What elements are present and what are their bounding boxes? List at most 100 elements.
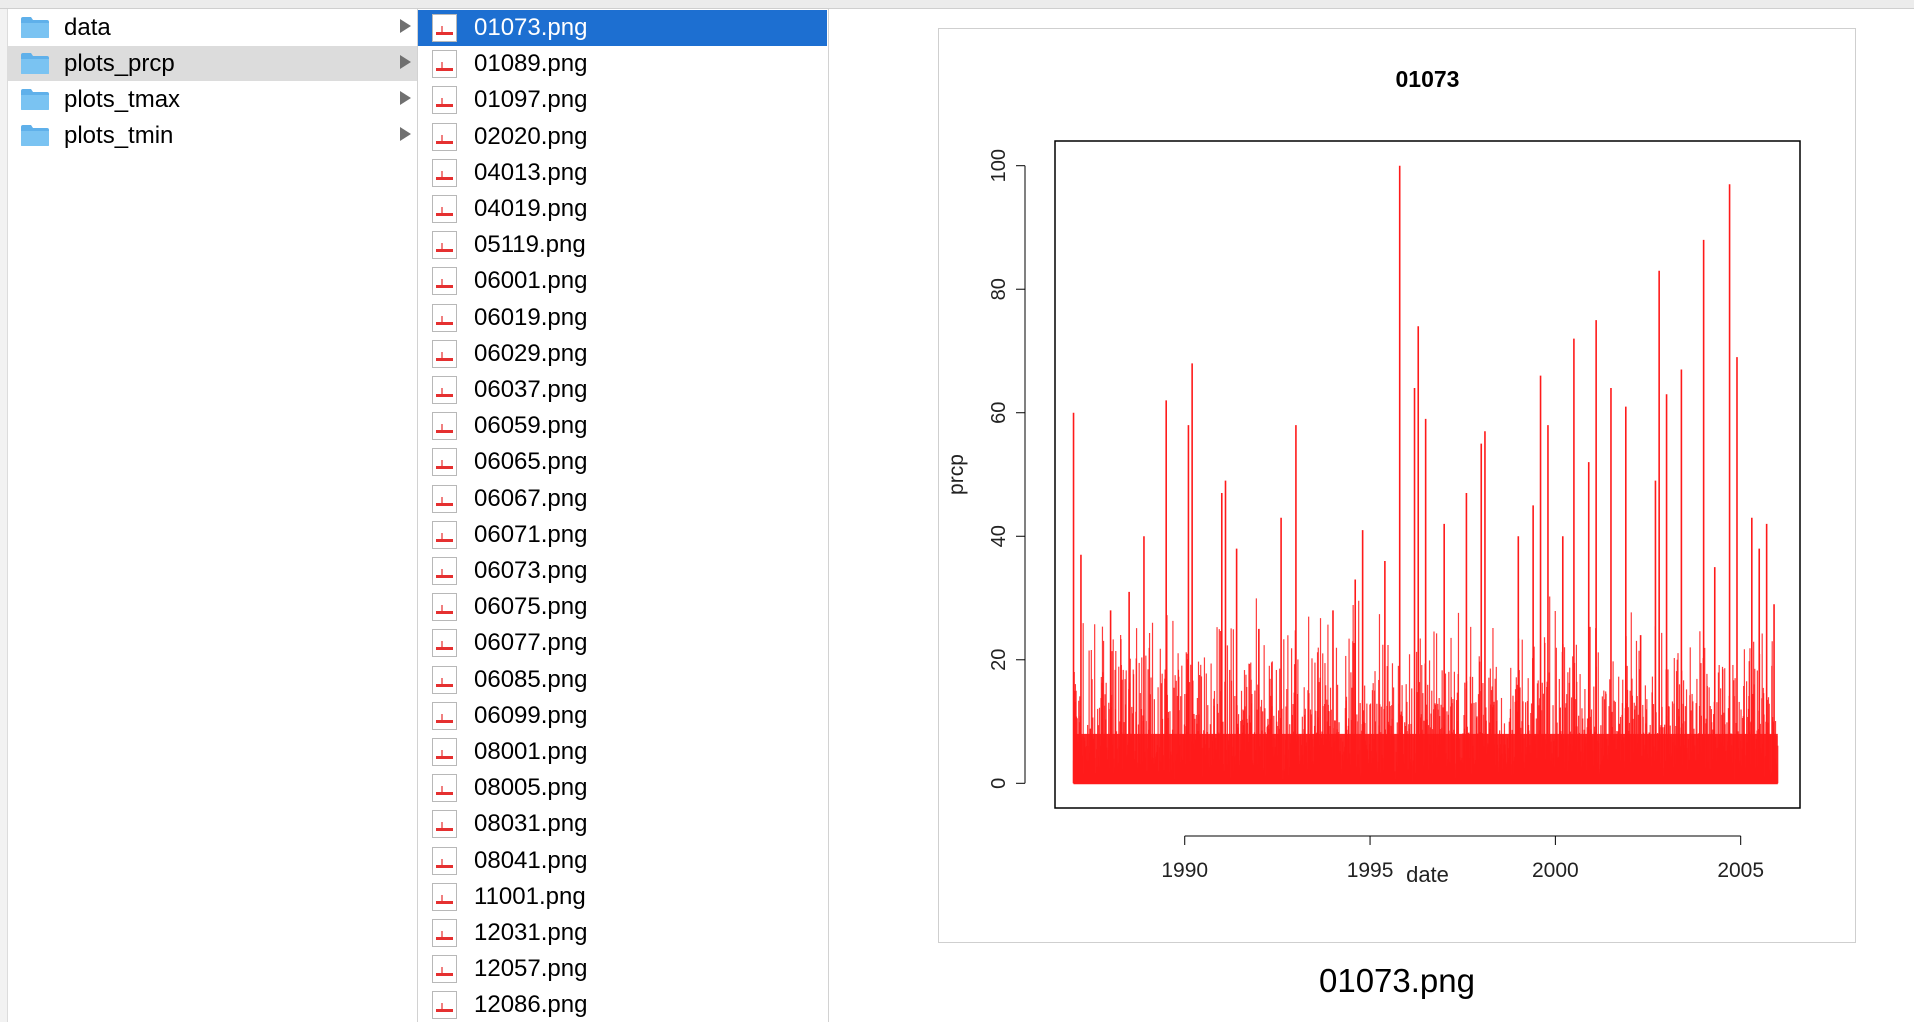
file-label: 05119.png [474, 231, 586, 259]
file-label: 06029.png [474, 339, 588, 367]
plot-frame [1054, 140, 1801, 809]
folder-item-plots-tmin[interactable]: plots_tmin [8, 118, 417, 153]
column-divider[interactable] [828, 9, 829, 1022]
file-item[interactable]: 06019.png [418, 300, 827, 336]
file-item[interactable]: 06029.png [418, 336, 827, 372]
folder-label: plots_prcp [64, 50, 175, 77]
folder-icon [21, 125, 49, 146]
y-tick-label: 80 [988, 278, 1010, 300]
folder-icon [21, 17, 49, 38]
x-tick-label: 1990 [1161, 859, 1208, 882]
file-label: 01089.png [474, 50, 588, 78]
png-file-icon [432, 810, 457, 839]
left-edge-strip [0, 9, 8, 1022]
x-tick-label: 2005 [1717, 859, 1764, 882]
folder-column[interactable]: data plots_prcp plots_tmax plots_tmin [8, 10, 417, 1022]
png-file-icon [432, 484, 457, 513]
file-item[interactable]: 02020.png [418, 119, 827, 155]
png-file-icon [432, 158, 457, 187]
folder-item-data[interactable]: data [8, 10, 417, 45]
file-item[interactable]: 08005.png [418, 770, 827, 806]
file-label: 06071.png [474, 520, 588, 548]
disclosure-arrow-icon [400, 127, 411, 141]
file-label: 04019.png [474, 195, 588, 222]
file-item[interactable]: 12086.png [418, 987, 827, 1022]
file-item[interactable]: 05119.png [418, 227, 827, 263]
y-tick-label: 40 [988, 525, 1010, 547]
window-top-edge [0, 0, 1914, 9]
png-file-icon [432, 376, 457, 404]
y-tick-label: 0 [988, 778, 1010, 789]
file-item[interactable]: 06065.png [418, 444, 827, 480]
file-item[interactable]: 06001.png [418, 263, 827, 299]
png-file-icon [432, 701, 457, 730]
file-item[interactable]: 06067.png [418, 481, 827, 517]
png-file-icon [432, 267, 457, 296]
file-item[interactable]: 06073.png [418, 553, 827, 589]
folder-item-plots-tmax[interactable]: plots_tmax [8, 82, 417, 117]
file-item[interactable]: 08031.png [418, 806, 827, 842]
folder-label: plots_tmax [64, 86, 181, 113]
file-item[interactable]: 04013.png [418, 155, 827, 191]
png-file-icon [432, 774, 457, 803]
file-label: 06001.png [474, 267, 588, 295]
file-label: 06067.png [474, 484, 588, 512]
file-label: 06077.png [474, 629, 588, 657]
png-file-icon [432, 412, 457, 441]
file-label: 01097.png [474, 86, 588, 114]
file-item[interactable]: 12031.png [418, 915, 827, 951]
file-item[interactable]: 08001.png [418, 734, 827, 770]
column-divider[interactable] [417, 9, 418, 1022]
file-label: 08031.png [474, 810, 588, 838]
png-file-icon [432, 738, 457, 766]
png-file-icon [432, 448, 457, 477]
png-file-icon [432, 339, 457, 368]
file-label: 02020.png [474, 122, 588, 150]
file-item[interactable]: 06037.png [418, 372, 827, 408]
file-item[interactable]: 06085.png [418, 662, 827, 698]
file-item[interactable]: 06077.png [418, 625, 827, 661]
png-file-icon [432, 665, 457, 694]
file-item[interactable]: 08041.png [418, 843, 827, 879]
file-label: 06073.png [474, 557, 588, 584]
file-label: 06019.png [474, 303, 588, 331]
x-axis-label: date [1406, 862, 1449, 887]
file-item[interactable]: 01089.png [418, 46, 827, 82]
folder-label: plots_tmin [64, 122, 174, 149]
file-label: 11001.png [474, 882, 586, 910]
file-item[interactable]: 04019.png [418, 191, 827, 227]
folder-label: data [64, 14, 111, 41]
disclosure-arrow-icon [400, 91, 411, 105]
file-item[interactable]: 06059.png [418, 408, 827, 444]
png-file-icon [432, 955, 457, 984]
file-item[interactable]: 06071.png [418, 517, 827, 553]
chart: 01073 0 20 40 60 80 100 prcp 1990 1995 2000 2005 dat… [945, 66, 1801, 887]
file-label: 06037.png [474, 376, 588, 403]
file-label: 12031.png [474, 919, 588, 946]
preview-image: 01073 0 20 40 60 80 100 prcp 1990 1995 2000 2005 dat… [938, 28, 1856, 943]
png-file-icon [432, 303, 457, 332]
file-item[interactable]: 12057.png [418, 951, 827, 987]
preview-filename: 01073.png [1319, 962, 1475, 999]
folder-item-plots-prcp[interactable]: plots_prcp [8, 46, 417, 81]
file-label: 08005.png [474, 774, 588, 802]
file-item[interactable]: 01097.png [418, 82, 827, 118]
file-label: 08041.png [474, 846, 588, 874]
file-column[interactable]: 01073.png 01089.png 01097.png 02020.png 0401… [418, 10, 827, 1022]
file-label: 08001.png [474, 738, 588, 765]
file-item[interactable]: 06075.png [418, 589, 827, 625]
png-file-icon [432, 86, 457, 115]
file-item[interactable]: 11001.png [418, 879, 827, 915]
file-item[interactable]: 06099.png [418, 698, 827, 734]
folder-icon [21, 53, 49, 74]
folder-icon [21, 89, 49, 110]
file-label: 06065.png [474, 448, 588, 476]
png-file-icon [432, 557, 457, 585]
x-tick-label: 2000 [1532, 859, 1579, 882]
png-file-icon [432, 195, 457, 223]
png-file-icon [432, 919, 457, 947]
png-file-icon [432, 122, 457, 151]
file-label: 01073.png [474, 14, 588, 41]
file-item[interactable]: 01073.png [418, 10, 827, 46]
file-label: 06059.png [474, 412, 588, 440]
